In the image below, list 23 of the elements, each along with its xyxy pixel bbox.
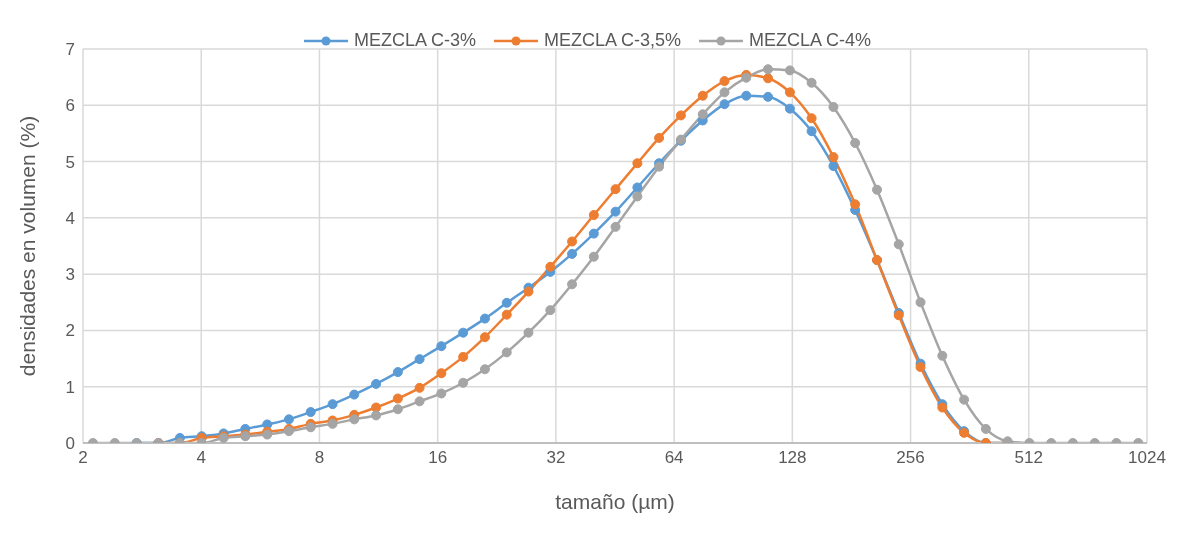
x-tick-label: 1024 — [1128, 448, 1166, 468]
x-tick-label: 256 — [896, 448, 925, 468]
legend-label: MEZCLA C-4% — [749, 30, 872, 51]
y-tick-label: 5 — [65, 152, 75, 172]
legend-label: MEZCLA C-3% — [353, 30, 476, 51]
y-tick-label: 7 — [65, 40, 75, 60]
x-tick-label: 8 — [314, 448, 325, 468]
y-tick-label: 0 — [65, 434, 75, 454]
y-tick-label: 3 — [65, 265, 75, 285]
legend-label: MEZCLA C-3,5% — [543, 30, 682, 51]
x-axis-title: tamaño (µm) — [555, 490, 675, 513]
y-tick-label: 1 — [65, 377, 75, 397]
x-tick-label: 2 — [78, 448, 88, 468]
x-tick-label: 32 — [546, 448, 566, 468]
x-tick-label: 128 — [778, 448, 807, 468]
y-tick-label: 4 — [65, 208, 75, 228]
x-tick-label: 16 — [428, 448, 448, 468]
y-tick-label: 2 — [65, 321, 75, 341]
x-tick-label: 4 — [196, 448, 206, 468]
y-axis-title: densidades en volumen (%) — [16, 115, 40, 377]
x-tick-label: 64 — [664, 448, 684, 468]
y-tick-label: 6 — [65, 96, 75, 116]
x-tick-label: 512 — [1014, 448, 1043, 468]
